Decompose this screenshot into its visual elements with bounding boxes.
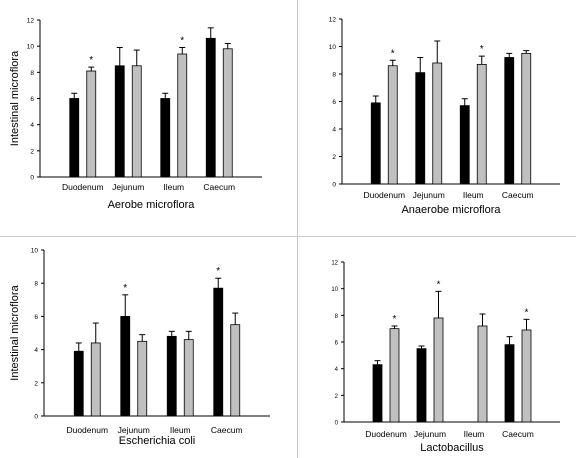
x-category-label: Jejunum <box>413 190 445 200</box>
y-tick-label: 4 <box>34 347 38 354</box>
bar <box>387 65 398 185</box>
chart-aerobe-microflora: 0 2 4 6 8 10 12 Duodenum * Jejunum Ileum * Caecum Aer… <box>9 18 262 211</box>
x-category-label: Jejunum <box>112 182 144 192</box>
x-category-label: Ileum <box>170 425 191 435</box>
x-axis-label: Escherichia coli <box>119 435 195 447</box>
y-tick-label: 10 <box>329 44 337 51</box>
x-category-label: Caecum <box>502 190 534 200</box>
x-category-label: Caecum <box>203 182 235 192</box>
bar <box>137 340 148 417</box>
chart-escherichia-coli: 0 2 4 6 8 10 Duodenum Jejunum * Ileum Caecum * Esche… <box>9 248 270 447</box>
x-category-label: Duodenum <box>66 425 108 435</box>
chart-anaerobe-microflora: 0 2 4 6 8 10 12 Duodenum * Jejunum Ileum * CaecumAna… <box>329 17 560 216</box>
y-tick-label: 10 <box>31 248 39 255</box>
vertical-divider <box>297 0 298 458</box>
y-tick-label: 2 <box>30 148 34 155</box>
x-axis-label: Lactobacillus <box>420 442 484 454</box>
bar <box>521 52 532 185</box>
y-tick-label: 6 <box>332 99 336 106</box>
y-tick-label: 0 <box>34 414 38 421</box>
bar <box>222 48 233 178</box>
x-category-label: Caecum <box>211 425 243 435</box>
y-tick-label: 10 <box>331 287 338 293</box>
y-tick-label: 8 <box>335 314 339 320</box>
bar <box>230 324 241 417</box>
bar <box>476 63 487 185</box>
bar <box>389 328 400 423</box>
bar <box>90 342 101 417</box>
x-axis-label: Anaerobe microflora <box>401 204 501 216</box>
y-tick-label: 4 <box>332 127 336 134</box>
x-category-label: Ileum <box>163 182 184 192</box>
significance-marker: * <box>391 48 395 59</box>
significance-marker: * <box>437 279 441 290</box>
bar <box>521 329 532 423</box>
y-tick-label: 6 <box>34 314 38 321</box>
x-axis-label: Aerobe microflora <box>108 199 196 211</box>
bar <box>160 98 171 178</box>
bar <box>120 316 131 417</box>
bar <box>504 344 515 423</box>
significance-marker: * <box>525 307 529 318</box>
bar <box>433 317 444 423</box>
bar <box>504 57 515 185</box>
significance-marker: * <box>216 266 220 277</box>
y-tick-label: 8 <box>332 72 336 79</box>
y-tick-label: 0 <box>332 182 336 189</box>
y-tick-label: 12 <box>329 17 337 24</box>
y-tick-label: 8 <box>30 70 34 77</box>
bar <box>86 70 97 178</box>
bar <box>416 348 427 423</box>
bar <box>370 102 381 185</box>
bar <box>432 62 443 185</box>
significance-marker: * <box>123 283 127 294</box>
y-tick-label: 12 <box>331 261 338 267</box>
y-axis-label: Intestinal microflora <box>9 50 21 146</box>
y-tick-label: 6 <box>335 341 339 347</box>
x-category-label: Duodenum <box>365 429 407 439</box>
bar <box>459 105 470 185</box>
bar <box>131 65 142 178</box>
significance-marker: * <box>180 35 184 46</box>
significance-marker: * <box>89 55 93 66</box>
bar <box>183 339 194 417</box>
bar <box>213 287 224 417</box>
y-tick-label: 2 <box>34 380 38 387</box>
y-tick-label: 2 <box>335 394 339 400</box>
significance-marker: * <box>393 314 397 325</box>
y-tick-label: 0 <box>335 421 339 427</box>
y-tick-label: 4 <box>335 367 339 373</box>
x-category-label: Ileum <box>463 190 484 200</box>
y-tick-label: 2 <box>332 154 336 161</box>
x-category-label: Jejunum <box>414 429 446 439</box>
bar <box>415 72 426 185</box>
x-category-label: Caecum <box>502 429 534 439</box>
bar <box>477 325 488 423</box>
y-axis-label: Intestinal microflora <box>9 284 21 380</box>
bar <box>73 350 84 417</box>
y-tick-label: 10 <box>27 44 35 51</box>
x-category-label: Duodenum <box>62 182 104 192</box>
y-tick-label: 8 <box>34 281 38 288</box>
significance-marker: * <box>480 44 484 55</box>
bar <box>205 37 216 178</box>
y-tick-label: 4 <box>30 122 34 129</box>
bar <box>177 53 188 178</box>
y-tick-label: 6 <box>30 96 34 103</box>
bar <box>114 65 125 178</box>
bar <box>69 98 80 178</box>
bar <box>372 364 383 423</box>
x-category-label: Ileum <box>464 429 485 439</box>
y-tick-label: 0 <box>30 175 34 182</box>
y-tick-label: 12 <box>27 18 35 25</box>
horizontal-divider <box>0 236 576 237</box>
x-category-label: Duodenum <box>363 190 405 200</box>
chart-lactobacillus: 0 2 4 6 8 10 12 Duodenum * Jejunum * Ileum Caecum * La… <box>331 261 560 454</box>
bar <box>166 335 177 417</box>
x-category-label: Jejunum <box>118 425 150 435</box>
